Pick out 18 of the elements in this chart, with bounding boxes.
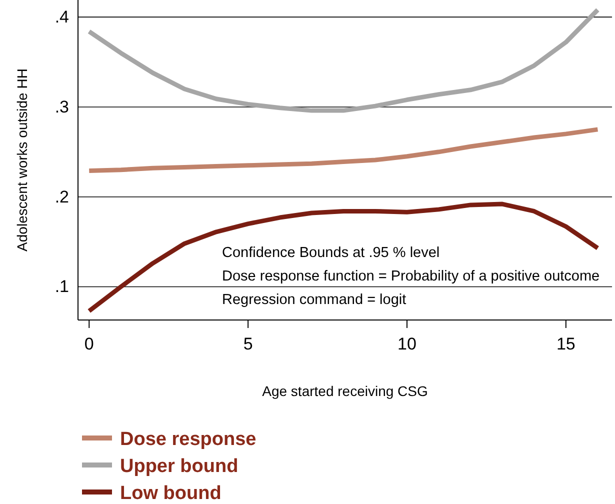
legend-label: Low bound	[120, 483, 222, 504]
x-tick-label: 15	[556, 334, 576, 354]
x-axis-title: Age started receiving CSG	[262, 383, 428, 399]
annotation: Regression command = logit	[222, 292, 406, 308]
x-tick-label: 5	[243, 334, 253, 354]
y-tick-label: .1	[54, 277, 69, 296]
x-tick-label: 0	[84, 334, 94, 354]
annotation: Dose response function = Probability of a positive outcome	[222, 268, 600, 284]
y-tick-label: .3	[54, 97, 69, 116]
line-series	[86, 8, 600, 113]
annotation: Confidence Bounds at .95 % level	[222, 245, 440, 261]
x-tick-label: 10	[398, 334, 416, 354]
legend-label: Upper bound	[120, 456, 238, 477]
line-series	[86, 202, 600, 314]
y-tick-label: .4	[54, 8, 69, 27]
legend-label: Dose response	[120, 429, 256, 450]
y-axis-title: Adolescent works outside HH	[14, 68, 30, 252]
y-tick-label: .2	[54, 187, 69, 206]
